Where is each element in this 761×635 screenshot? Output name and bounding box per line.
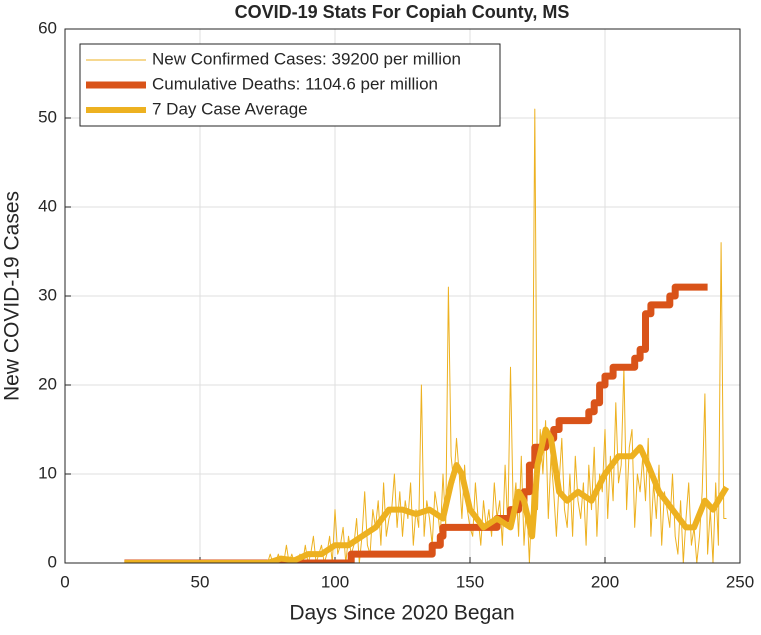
- x-tick-label: 50: [191, 572, 210, 591]
- y-tick-label: 10: [38, 463, 57, 482]
- data-line: [124, 108, 727, 563]
- y-tick-label: 60: [38, 18, 57, 37]
- chart-title: COVID-19 Stats For Copiah County, MS: [235, 2, 570, 22]
- x-tick-label: 100: [321, 572, 349, 591]
- axes-box: [64, 28, 741, 564]
- legend-label: Cumulative Deaths: 1104.6 per million: [152, 74, 438, 93]
- y-tick-label: 20: [38, 374, 57, 393]
- data-line: [124, 426, 730, 563]
- y-axis-label: New COVID-19 Cases: [1, 191, 24, 401]
- x-tick-label: 150: [456, 572, 484, 591]
- legend-box: [79, 43, 501, 127]
- y-tick-label: 40: [38, 196, 57, 215]
- legend-label: New Confirmed Cases: 39200 per million: [152, 49, 461, 68]
- y-tick-label: 30: [38, 285, 57, 304]
- x-tick-label: 0: [60, 572, 69, 591]
- legend: New Confirmed Cases: 39200 per million Cu…: [79, 43, 501, 127]
- y-tick-label: 50: [38, 107, 57, 126]
- data-line: [124, 283, 708, 563]
- x-tick-label: 200: [591, 572, 619, 591]
- x-axis-label: Days Since 2020 Began: [289, 602, 514, 625]
- x-tick-label: 250: [726, 572, 754, 591]
- y-tick-label: 0: [48, 552, 57, 571]
- legend-label: 7 Day Case Average: [152, 99, 308, 118]
